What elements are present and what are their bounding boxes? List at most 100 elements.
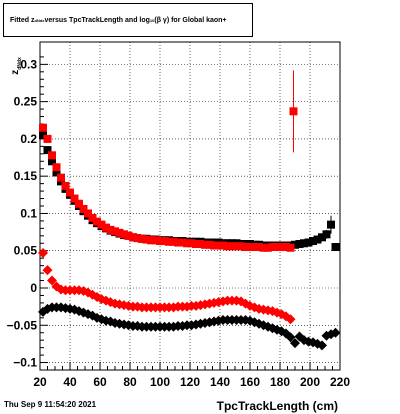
data-point-square (313, 235, 322, 244)
data-point-diamond (42, 265, 53, 276)
marks-layer (38, 70, 341, 351)
data-point-square (241, 243, 250, 251)
data-point-square (289, 107, 298, 116)
data-point-square (57, 173, 65, 182)
y-tick-label: 0.2 (20, 132, 37, 146)
data-point-square (147, 236, 155, 245)
data-point-square (300, 239, 308, 248)
data-point-square (61, 181, 70, 190)
x-axis-label: TpcTrackLength (cm) (217, 399, 338, 413)
data-point-diamond (285, 314, 296, 325)
data-point-square (259, 243, 268, 252)
data-point-square (196, 240, 205, 249)
title-subscript-dndx: dNdx (34, 17, 45, 23)
x-tick-label: 140 (210, 375, 230, 389)
data-point-square (178, 238, 187, 247)
chart-title: Fitted z dNdx versus TpcTrackLength and … (3, 3, 253, 37)
data-point-square (331, 243, 340, 251)
data-point-diamond (47, 275, 57, 286)
data-point-square (291, 240, 299, 249)
x-tick-label: 160 (240, 375, 260, 389)
data-point-square (187, 239, 196, 248)
data-point-square (205, 240, 214, 249)
data-point-square (309, 237, 317, 246)
y-axis-label: zdNdx (10, 57, 23, 75)
data-point-square (48, 151, 56, 160)
data-point-square (160, 237, 169, 246)
data-point-square (79, 204, 88, 213)
data-point-square (264, 243, 272, 252)
data-point-square (52, 168, 61, 177)
data-point-diamond (330, 327, 341, 338)
data-point-square (286, 243, 295, 252)
data-point-square (183, 239, 191, 248)
data-point-square (255, 243, 263, 251)
y-tick-label: 0.25 (14, 95, 38, 109)
data-point-square (268, 243, 277, 251)
data-point-square (142, 235, 151, 244)
data-point-square (115, 228, 124, 237)
x-tick-label: 60 (93, 375, 107, 389)
timestamp: Thu Sep 9 11:54:20 2021 (4, 400, 97, 409)
y-tick-label: 0.3 (20, 57, 37, 71)
data-point-square (169, 237, 178, 246)
data-point-square (232, 242, 241, 251)
data-point-square (66, 188, 74, 197)
x-tick-label: 180 (270, 375, 290, 389)
x-tick-label: 80 (123, 375, 137, 389)
data-point-square (246, 243, 254, 251)
data-point-square (237, 242, 245, 251)
data-point-square (318, 233, 326, 242)
data-point-square (84, 209, 92, 218)
data-point-square (70, 194, 79, 203)
data-point-diamond (285, 332, 296, 343)
y-tick-label: 0 (30, 281, 37, 295)
data-point-square (250, 243, 259, 251)
y-tick-label: 0.15 (14, 169, 38, 183)
title-part-a: Fitted z (10, 16, 35, 24)
data-point-square (88, 213, 97, 222)
data-point-square (210, 241, 218, 250)
x-tick-label: 120 (180, 375, 200, 389)
data-point-square (214, 241, 223, 250)
data-point-square (327, 220, 335, 229)
title-subscript-10: 10 (149, 17, 155, 23)
x-tick-label: 100 (150, 375, 170, 389)
title-part-c: (β γ) for Global kaon+ (154, 16, 227, 24)
data-point-square (282, 243, 290, 251)
data-point-square (120, 230, 128, 239)
data-point-square (124, 231, 133, 240)
data-point-diamond (290, 338, 300, 349)
data-point-square (219, 241, 227, 250)
data-point-square (223, 242, 232, 251)
data-point-diamond (38, 247, 48, 258)
x-tick-label: 40 (63, 375, 77, 389)
data-point-square (43, 134, 52, 143)
y-axis-label-main: z (10, 70, 21, 75)
data-point-square (304, 238, 313, 247)
data-point-square (295, 240, 304, 249)
data-point-diamond (317, 340, 327, 351)
y-tick-label: −0.1 (13, 356, 37, 370)
data-point-square (106, 225, 115, 234)
data-point-square (273, 243, 281, 251)
data-point-square (133, 234, 142, 243)
data-point-square (192, 240, 200, 249)
data-point-square (165, 237, 173, 246)
data-point-square (97, 220, 106, 229)
data-point-square (102, 223, 110, 232)
x-tick-label: 220 (330, 375, 350, 389)
data-point-square (151, 236, 160, 245)
data-point-square (201, 240, 209, 249)
y-tick-label: 0.05 (14, 244, 38, 258)
data-point-square (39, 131, 47, 140)
data-point-square (174, 238, 182, 247)
y-tick-label: 0.1 (20, 206, 37, 220)
data-point-square (75, 199, 83, 208)
x-tick-label: 200 (300, 375, 320, 389)
data-point-square (228, 242, 236, 251)
y-axis-label-sub: dNdx (17, 57, 23, 70)
data-point-square (93, 217, 101, 226)
data-point-square (39, 123, 47, 132)
